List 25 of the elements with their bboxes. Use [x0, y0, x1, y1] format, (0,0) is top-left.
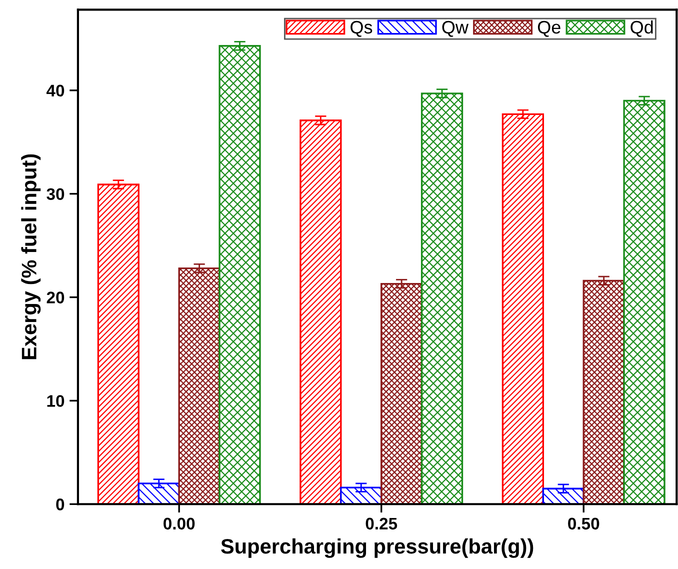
y-tick-label: 40: [46, 84, 64, 97]
bar: [178, 267, 220, 504]
y-tick-label: 20: [46, 292, 64, 304]
bar: [340, 486, 382, 504]
y-tick-label: 30: [46, 188, 64, 200]
legend-label: Qw: [442, 20, 469, 37]
legend-label: Qs: [350, 20, 372, 37]
bar: [380, 282, 423, 504]
bar: [502, 113, 544, 504]
y-tick-label: 10: [47, 395, 64, 407]
y-axis-title: Exergy (% fuel input): [21, 154, 41, 360]
x-tick-label: 0.00: [164, 518, 195, 530]
bar: [138, 482, 180, 504]
bar: [300, 120, 342, 504]
bar: [582, 280, 625, 504]
bar: [97, 184, 140, 504]
bar: [623, 100, 666, 504]
y-tick-label: 0: [56, 498, 64, 510]
legend-label: Qe: [538, 20, 560, 37]
x-tick-label: 0.50: [568, 518, 600, 530]
legend-label: Qd: [630, 20, 653, 37]
bar: [218, 45, 261, 504]
x-axis-title: Supercharging pressure(bar(g)): [221, 538, 534, 558]
bar: [420, 92, 464, 504]
x-tick-label: 0.25: [366, 518, 398, 530]
